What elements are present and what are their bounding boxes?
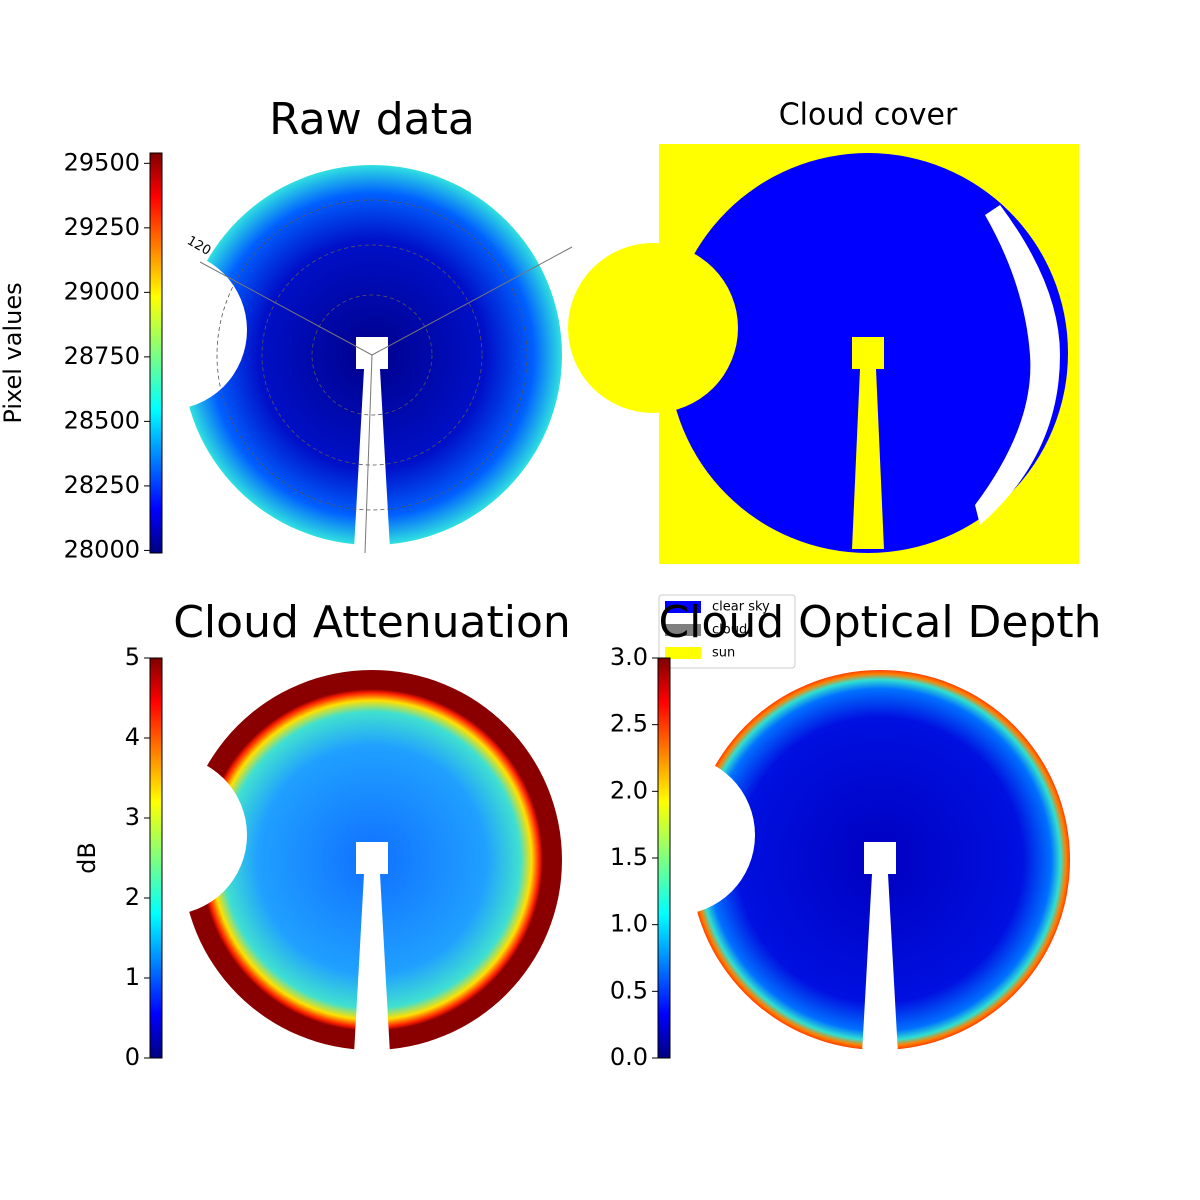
polar-ring <box>216 199 528 511</box>
legend-swatch <box>665 601 701 613</box>
legend-swatch <box>665 624 701 636</box>
tick-label: 0 <box>125 1043 140 1071</box>
polar-ring <box>261 244 483 466</box>
chart-title: Cloud Attenuation <box>173 597 571 648</box>
tick-label: 28500 <box>64 406 140 434</box>
tick-label: 1.0 <box>610 910 648 938</box>
notch <box>87 755 247 915</box>
tick-label: 1.5 <box>610 843 648 871</box>
tick-label: 1 <box>125 963 140 991</box>
colorbar <box>149 152 163 554</box>
tick-label: 2.5 <box>610 710 648 738</box>
colorbar-label: dB <box>73 842 101 874</box>
tick-label: 3.0 <box>610 643 648 671</box>
polar-lines <box>199 246 573 554</box>
tick-label: 2.0 <box>610 776 648 804</box>
legend-swatch <box>665 647 701 659</box>
tick-label: 0.0 <box>610 1043 648 1071</box>
tick-label: 5 <box>125 643 140 671</box>
colorbar <box>149 657 163 1059</box>
tick-label: 28750 <box>64 342 140 370</box>
chart-title: Cloud Optical Depth <box>658 597 1101 648</box>
tick-label: 29250 <box>64 213 140 241</box>
tick-label: 29500 <box>64 148 140 176</box>
legend-label: cloud <box>712 623 747 638</box>
mast <box>852 337 884 549</box>
tick-label: 29000 <box>64 277 140 305</box>
tick-label: 4 <box>125 723 140 751</box>
tick-label: 2 <box>125 883 140 911</box>
cloud-edge <box>975 205 1060 525</box>
notch <box>568 243 738 413</box>
colorbar <box>657 657 671 1059</box>
notch <box>595 755 755 915</box>
chart-title: Raw data <box>269 94 475 145</box>
mast <box>354 842 390 1054</box>
tick-label: 0.5 <box>610 976 648 1004</box>
tick-label: 28250 <box>64 471 140 499</box>
colorbar-label: Pixel values <box>0 282 27 423</box>
legend-label: clear sky <box>712 600 770 615</box>
tick-label: 28000 <box>64 535 140 563</box>
tick-label: 3 <box>125 803 140 831</box>
polar-ring <box>311 294 433 416</box>
legend-label: sun <box>712 646 735 661</box>
chart-title: Cloud cover <box>779 98 958 133</box>
mast <box>354 337 390 549</box>
notch <box>87 250 247 410</box>
mast <box>862 842 898 1054</box>
